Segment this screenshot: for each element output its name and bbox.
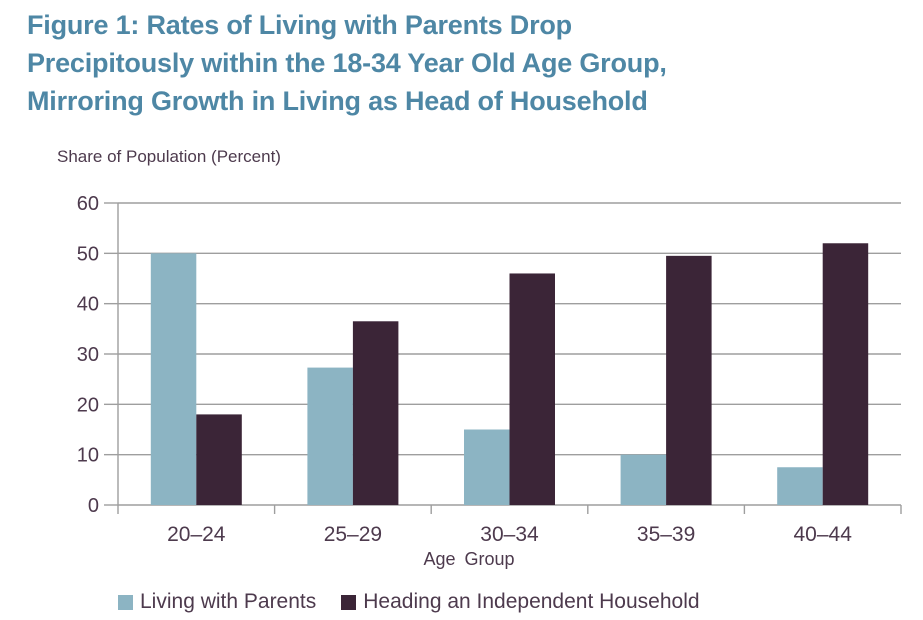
x-axis-title: Age Group (423, 549, 515, 569)
figure-title: Figure 1: Rates of Living with Parents D… (27, 10, 667, 116)
y-tick-label: 10 (77, 445, 99, 467)
y-axis-title: Share of Population (Percent) (57, 147, 281, 166)
bar (666, 255, 712, 505)
bar-chart: 0 10 20 30 40 50 60 20–24 25–29 30–34 35–39 40–44 (77, 193, 902, 546)
legend-item-heading-independent-household: Heading an Independent Household (341, 590, 700, 614)
legend-item-living-with-parents: Living with Parents (118, 590, 316, 614)
legend-label: Heading an Independent Household (363, 590, 700, 613)
bar (620, 454, 667, 505)
legend: Living with Parents Heading an Independe… (118, 590, 700, 614)
legend-swatch-living-with-parents-icon (118, 594, 133, 610)
x-category-label: 35–39 (637, 523, 695, 546)
bar (822, 243, 869, 505)
legend-label: Living with Parents (140, 590, 317, 613)
y-tick-label: 50 (77, 243, 99, 265)
bar (150, 253, 197, 505)
y-tick-label: 40 (77, 294, 99, 316)
y-tick-label: 30 (77, 344, 99, 366)
y-tick-label: 20 (77, 394, 99, 416)
y-tick-label: 60 (77, 193, 99, 215)
bar (509, 273, 555, 505)
x-category-label: 40–44 (793, 523, 852, 546)
x-category-label: 30–34 (480, 523, 539, 546)
x-category-label: 20–24 (167, 523, 226, 546)
y-tick-label: 0 (88, 495, 99, 517)
x-category-label: 25–29 (324, 523, 382, 546)
legend-swatch-heading-independent-household-icon (341, 594, 357, 610)
bar (307, 367, 353, 505)
bar (196, 414, 242, 505)
bar (777, 467, 823, 505)
bar (352, 321, 399, 505)
bar (464, 429, 510, 505)
